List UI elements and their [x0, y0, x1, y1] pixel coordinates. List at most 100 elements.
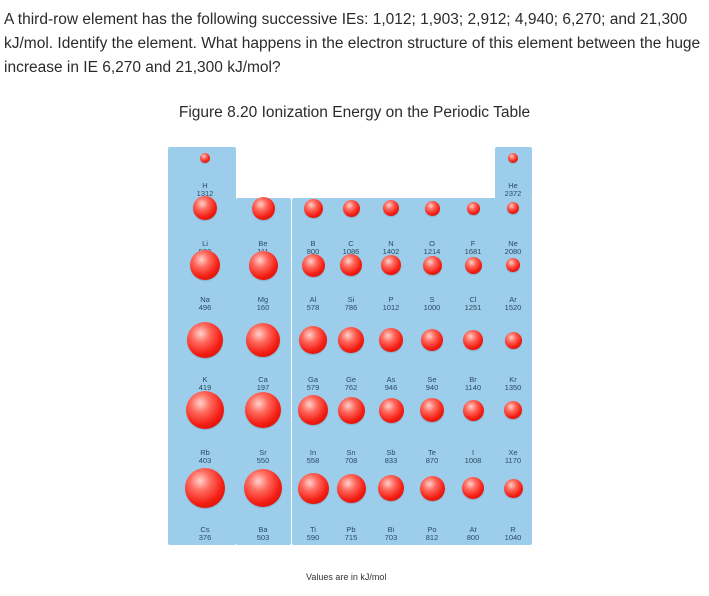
element-symbol: Na — [200, 295, 210, 304]
element-ball-i — [462, 399, 484, 421]
element-ball-p — [381, 255, 401, 275]
ionization-energy-value: 1520 — [504, 303, 522, 312]
element-symbol: Cs — [200, 525, 210, 534]
element-ball-li — [193, 196, 217, 220]
element-symbol: At — [469, 525, 477, 534]
element-symbol: Br — [469, 375, 477, 384]
ionization-energy-value: 376 — [198, 533, 212, 542]
element-ball-ga — [299, 326, 327, 354]
ionization-energy-value: 870 — [425, 456, 439, 465]
ionization-energy-value: 590 — [306, 533, 320, 542]
element-ball-as — [379, 328, 403, 352]
element-symbol: Li — [202, 239, 208, 248]
ionization-energy-value: 1350 — [504, 383, 522, 392]
element-ball-se — [421, 329, 443, 351]
element-ball-ge — [338, 327, 364, 353]
ionization-energy-value: 1681 — [464, 247, 482, 256]
ionization-energy-value: 1040 — [504, 533, 522, 542]
ionization-energy-value: 833 — [384, 456, 398, 465]
element-ball-ne — [507, 202, 519, 214]
units-footnote: Values are in kJ/mol — [306, 572, 387, 582]
element-ball-at — [462, 477, 484, 499]
element-symbol: R — [510, 525, 516, 534]
element-symbol: C — [348, 239, 354, 248]
element-symbol: He — [508, 181, 518, 190]
element-symbol: Ar — [509, 295, 517, 304]
element-symbol: In — [309, 448, 317, 457]
element-symbol: Te — [428, 448, 436, 457]
element-symbol: N — [388, 239, 394, 248]
element-symbol: Bi — [387, 525, 395, 534]
element-ball-n — [383, 200, 399, 216]
element-ball-cs — [185, 468, 225, 508]
ionization-energy-value: 715 — [344, 533, 358, 542]
element-ball-si — [340, 254, 362, 276]
element-ball-na — [190, 250, 220, 280]
element-symbol: Ti — [310, 525, 316, 534]
element-symbol: K — [202, 375, 208, 384]
element-symbol: P — [388, 295, 394, 304]
element-ball-in — [298, 395, 328, 425]
ionization-energy-value: 1402 — [382, 247, 400, 256]
element-ball-k — [187, 322, 223, 358]
ionization-energy-value: 812 — [425, 533, 439, 542]
element-ball-be — [251, 196, 275, 220]
element-ball-he — [508, 153, 518, 163]
element-symbol: Rb — [200, 448, 210, 457]
figure-caption: Figure 8.20 Ionization Energy on the Per… — [178, 104, 531, 121]
element-ball-xe — [504, 401, 522, 419]
ionization-energy-value: 1012 — [382, 303, 400, 312]
ionization-energy-value: 1000 — [423, 303, 441, 312]
ionization-energy-value: 940 — [425, 383, 439, 392]
question-text: A third-row element has the following su… — [4, 11, 701, 76]
element-ball-o — [424, 200, 440, 216]
ionization-energy-value: 419 — [198, 383, 212, 392]
element-ball-s — [422, 255, 442, 275]
ionization-energy-value: 1170 — [504, 456, 522, 465]
ionization-energy-value: 496 — [198, 303, 212, 312]
element-symbol: Be — [258, 239, 268, 248]
element-symbol: Sb — [386, 448, 396, 457]
ionization-energy-value: 1251 — [464, 303, 482, 312]
ionization-energy-value: 558 — [306, 456, 320, 465]
ionization-energy-value: 1008 — [464, 456, 482, 465]
ionization-energy-value: 160 — [256, 303, 270, 312]
element-ball-kr — [504, 331, 522, 349]
element-symbol: S — [429, 295, 435, 304]
element-ball-po — [419, 475, 445, 501]
element-ball-c — [342, 199, 360, 217]
element-symbol: As — [386, 375, 396, 384]
element-ball-h — [200, 153, 210, 163]
element-ball-ba — [244, 469, 282, 507]
element-symbol: Si — [347, 295, 355, 304]
ionization-energy-value: 403 — [198, 456, 212, 465]
element-ball-te — [420, 398, 444, 422]
ionization-energy-value: 1214 — [423, 247, 441, 256]
element-ball-pb — [336, 473, 366, 503]
ionization-energy-value: 800 — [306, 247, 320, 256]
element-ball-rb — [186, 391, 224, 429]
element-symbol: Ca — [258, 375, 268, 384]
element-symbol: B — [310, 239, 316, 248]
element-ball-bi — [378, 475, 404, 501]
element-ball-mg — [248, 250, 278, 280]
element-ball-br — [463, 330, 483, 350]
element-symbol: Ge — [345, 375, 356, 384]
element-symbol: Sr — [259, 448, 267, 457]
element-symbol: Al — [309, 295, 317, 304]
element-symbol: Po — [427, 525, 437, 534]
ionization-energy-value: 2372 — [504, 189, 522, 198]
element-ball-ca — [246, 323, 280, 357]
element-ball-cl — [464, 256, 482, 274]
element-symbol: Xe — [508, 448, 518, 457]
element-symbol: Ga — [307, 375, 318, 384]
panel-p-block — [292, 198, 532, 545]
ionization-energy-value: 708 — [344, 456, 358, 465]
ionization-energy-value: 1312 — [196, 189, 214, 198]
element-symbol: Ba — [258, 525, 268, 534]
ionization-energy-value: 946 — [384, 383, 398, 392]
element-ball-f — [466, 201, 480, 215]
ionization-energy-value: 800 — [466, 533, 480, 542]
element-ball-al — [301, 253, 325, 277]
